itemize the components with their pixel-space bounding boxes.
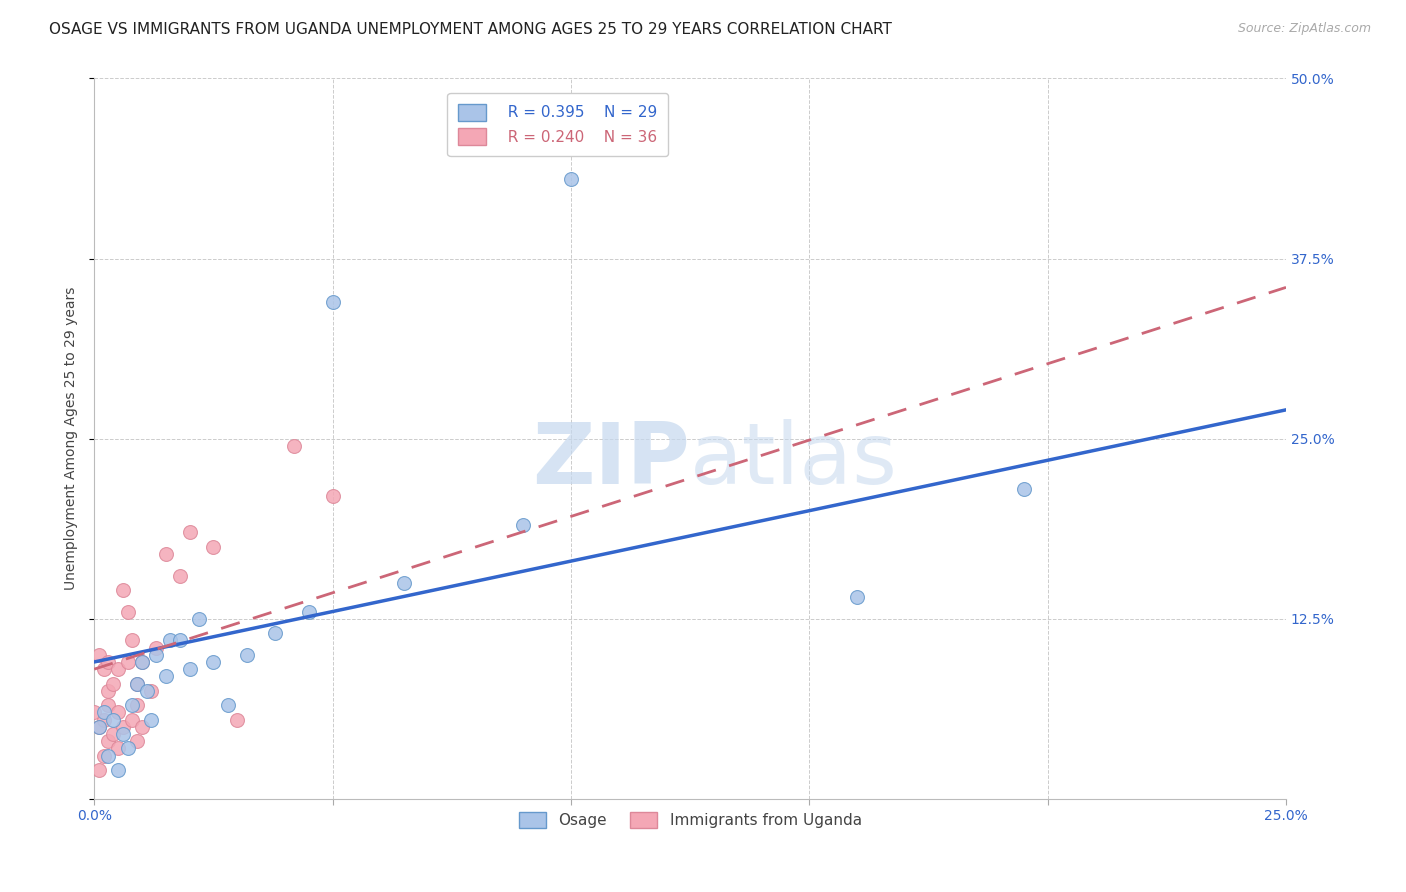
Point xyxy=(264,626,287,640)
Point xyxy=(83,706,105,720)
Point xyxy=(512,518,534,533)
Point xyxy=(131,655,153,669)
Y-axis label: Unemployment Among Ages 25 to 29 years: Unemployment Among Ages 25 to 29 years xyxy=(65,287,79,591)
Point xyxy=(298,605,321,619)
Point xyxy=(93,713,115,727)
Point xyxy=(117,605,139,619)
Point xyxy=(217,698,239,713)
Point xyxy=(127,698,149,713)
Point xyxy=(145,640,167,655)
Point xyxy=(392,575,415,590)
Point xyxy=(169,633,191,648)
Point xyxy=(97,748,120,763)
Point xyxy=(97,683,120,698)
Point xyxy=(1012,482,1035,496)
Point xyxy=(155,669,177,683)
Point xyxy=(103,713,125,727)
Point xyxy=(141,713,163,727)
Point xyxy=(141,683,163,698)
Point xyxy=(121,698,143,713)
Point xyxy=(103,727,125,741)
Point xyxy=(107,706,129,720)
Point xyxy=(93,748,115,763)
Text: OSAGE VS IMMIGRANTS FROM UGANDA UNEMPLOYMENT AMONG AGES 25 TO 29 YEARS CORRELATI: OSAGE VS IMMIGRANTS FROM UGANDA UNEMPLOY… xyxy=(49,22,891,37)
Point xyxy=(97,698,120,713)
Point xyxy=(202,655,225,669)
Point xyxy=(127,734,149,748)
Point xyxy=(322,294,344,309)
Point xyxy=(235,648,257,662)
Point xyxy=(127,676,149,690)
Point xyxy=(145,648,167,662)
Point xyxy=(179,662,201,676)
Point xyxy=(202,540,225,554)
Point xyxy=(87,720,110,734)
Point xyxy=(226,713,249,727)
Point xyxy=(111,720,134,734)
Point xyxy=(127,676,149,690)
Point xyxy=(107,741,129,756)
Legend: Osage, Immigrants from Uganda: Osage, Immigrants from Uganda xyxy=(512,805,868,834)
Point xyxy=(97,734,120,748)
Point xyxy=(87,763,110,777)
Point xyxy=(111,727,134,741)
Point xyxy=(131,720,153,734)
Point xyxy=(283,439,305,453)
Point xyxy=(93,706,115,720)
Point xyxy=(93,662,115,676)
Point xyxy=(97,655,120,669)
Point xyxy=(159,633,181,648)
Point xyxy=(322,489,344,503)
Point xyxy=(87,720,110,734)
Point xyxy=(179,525,201,540)
Point xyxy=(111,582,134,597)
Text: Source: ZipAtlas.com: Source: ZipAtlas.com xyxy=(1237,22,1371,36)
Point xyxy=(131,655,153,669)
Point xyxy=(121,633,143,648)
Point xyxy=(560,172,582,186)
Point xyxy=(117,741,139,756)
Point xyxy=(107,662,129,676)
Point xyxy=(846,590,869,604)
Point xyxy=(188,612,211,626)
Point xyxy=(155,547,177,561)
Point xyxy=(169,568,191,582)
Text: ZIP: ZIP xyxy=(533,418,690,502)
Point xyxy=(87,648,110,662)
Point xyxy=(135,683,157,698)
Point xyxy=(121,713,143,727)
Point xyxy=(107,763,129,777)
Point xyxy=(103,676,125,690)
Point xyxy=(117,655,139,669)
Text: atlas: atlas xyxy=(690,418,898,502)
